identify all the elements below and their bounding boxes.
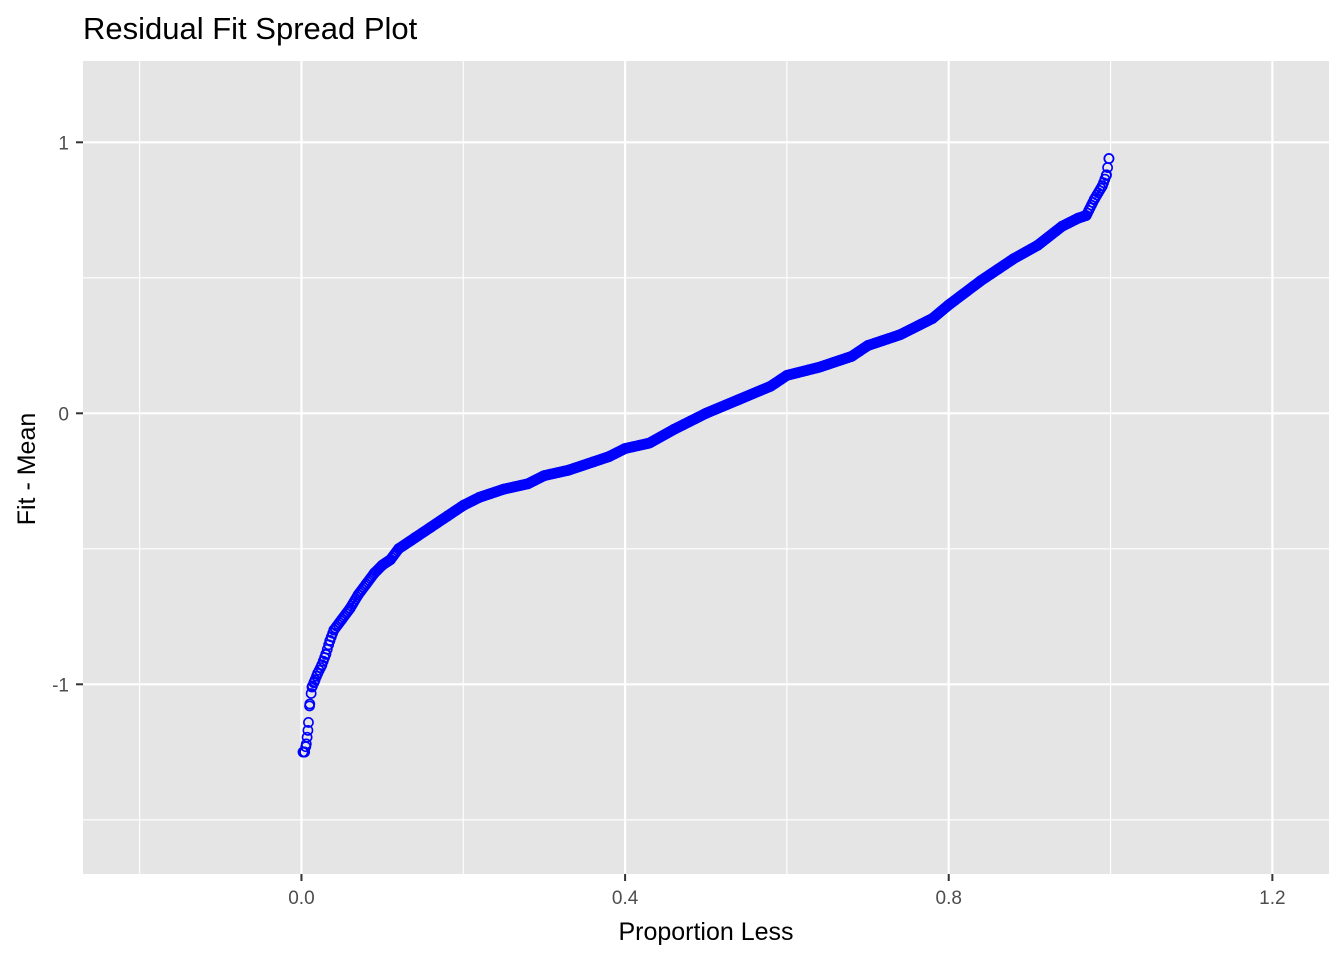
data-point bbox=[302, 724, 314, 736]
data-point bbox=[304, 698, 316, 710]
data-point bbox=[1103, 153, 1115, 164]
x-axis: 0.0 0.4 0.8 1.2 bbox=[288, 874, 1286, 909]
data-point bbox=[301, 731, 313, 743]
data-point bbox=[303, 717, 314, 728]
y-tick-label: 0 bbox=[58, 404, 69, 425]
y-tick-label: -1 bbox=[52, 675, 69, 696]
minor-gridlines bbox=[83, 61, 1329, 874]
data-point bbox=[305, 688, 317, 699]
data-point bbox=[1100, 170, 1112, 181]
x-tick-label: 0.0 bbox=[288, 888, 314, 909]
y-axis-title: Fit - Mean bbox=[13, 413, 41, 526]
x-axis-title: Proportion Less bbox=[618, 918, 793, 946]
y-axis: -1 0 1 bbox=[52, 133, 83, 696]
y-tick-label: 1 bbox=[58, 133, 69, 154]
chart-title: Residual Fit Spread Plot bbox=[83, 11, 418, 46]
x-tick-label: 0.4 bbox=[612, 888, 639, 909]
data-point bbox=[1095, 182, 1107, 194]
data-points bbox=[297, 153, 1115, 758]
data-point bbox=[299, 746, 310, 758]
x-tick-label: 0.8 bbox=[936, 888, 962, 909]
x-tick-label: 1.2 bbox=[1259, 888, 1285, 909]
plot-panel bbox=[83, 61, 1329, 874]
